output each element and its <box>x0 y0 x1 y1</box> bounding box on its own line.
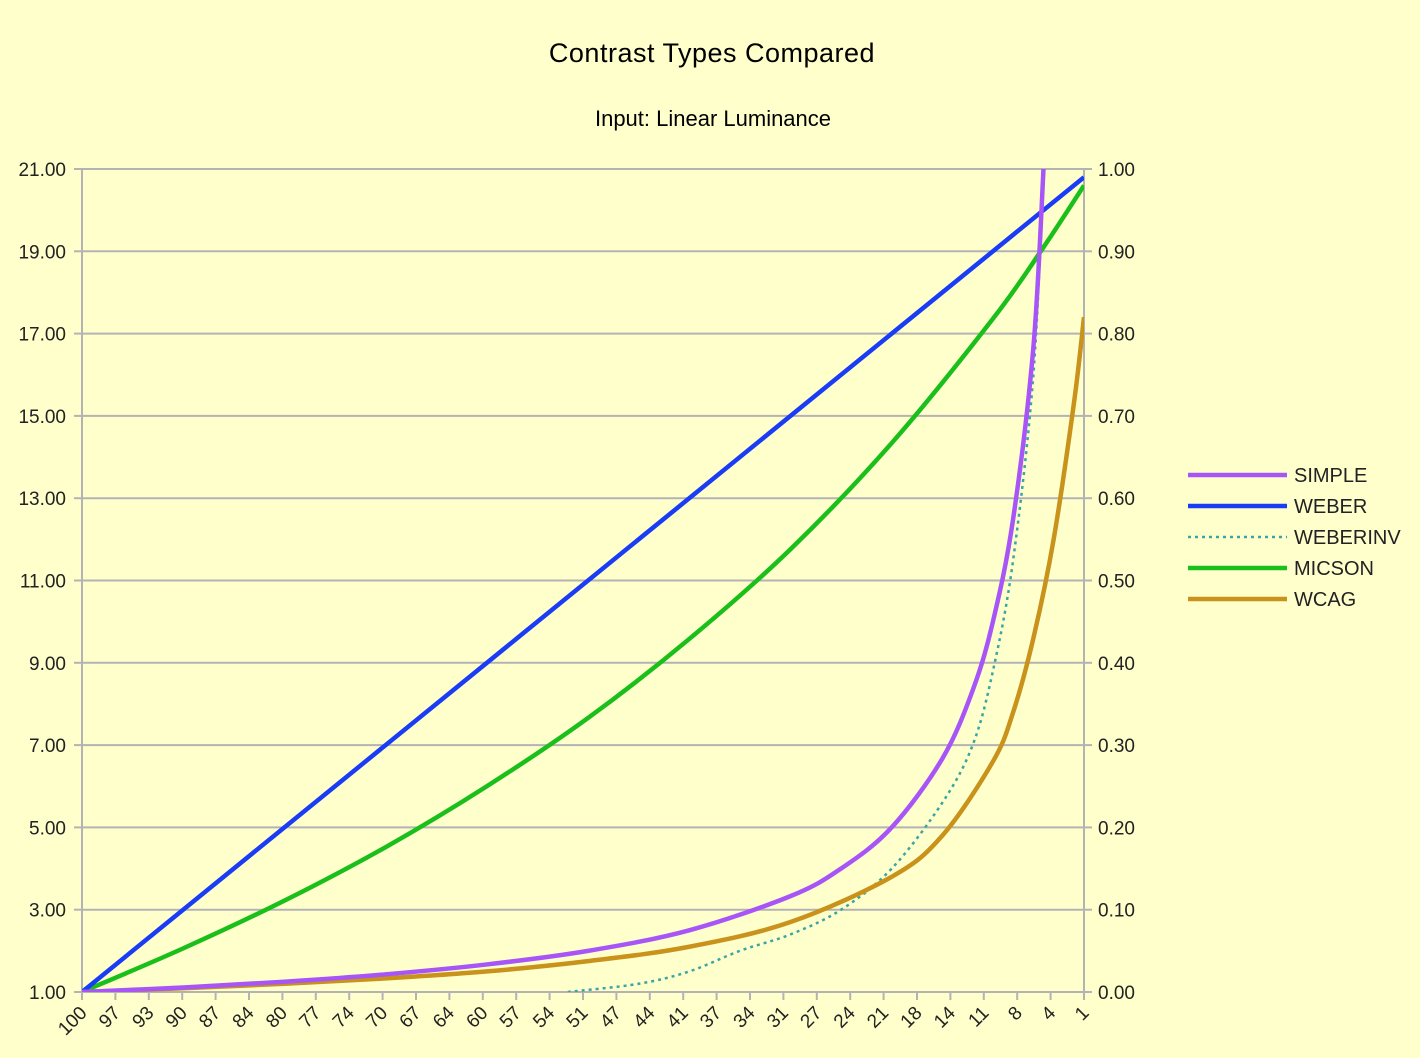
x-tick-label: 93 <box>129 1003 159 1033</box>
x-tick-label: 18 <box>897 1003 927 1033</box>
x-tick-label: 41 <box>663 1003 693 1033</box>
chart-subtitle: Input: Linear Luminance <box>595 106 831 131</box>
x-tick-label: 97 <box>95 1003 125 1033</box>
y-right-tick-label: 0.30 <box>1098 736 1135 757</box>
x-tick-label: 34 <box>730 1002 760 1032</box>
y-left-tick-label: 13.00 <box>18 489 66 510</box>
y-right-tick-label: 1.00 <box>1098 160 1135 181</box>
x-tick-label: 47 <box>596 1003 626 1033</box>
series-line-simple <box>82 169 1046 992</box>
x-tick-label: 21 <box>863 1003 893 1033</box>
y-left-tick-label: 19.00 <box>18 242 66 263</box>
x-tick-label: 1 <box>1071 1003 1093 1025</box>
y-right-tick-label: 0.20 <box>1098 818 1135 839</box>
x-tick-label: 8 <box>1004 1003 1026 1025</box>
x-tick-label: 64 <box>429 1002 459 1032</box>
chart-title: Contrast Types Compared <box>549 38 875 68</box>
x-tick-label: 44 <box>630 1002 660 1032</box>
x-tick-label: 87 <box>195 1003 225 1033</box>
y-right-tick-label: 0.60 <box>1098 489 1135 510</box>
legend-label-weber: WEBER <box>1294 496 1367 518</box>
y-right-tick-label: 0.70 <box>1098 407 1135 428</box>
x-tick-label: 4 <box>1038 1002 1061 1025</box>
y-right-tick-label: 0.10 <box>1098 901 1135 922</box>
legend-label-micson: MICSON <box>1294 558 1374 580</box>
x-tick-label: 100 <box>54 1003 91 1040</box>
y-left-tick-label: 17.00 <box>18 325 66 346</box>
legend-label-wcag: WCAG <box>1294 589 1356 611</box>
legend: SIMPLE WEBER WEBERINV MICSON WCAG <box>1188 465 1401 611</box>
x-tick-label: 37 <box>696 1003 726 1033</box>
x-tick-label: 57 <box>496 1003 526 1033</box>
series-line-weberinv <box>567 169 1045 992</box>
x-tick-label: 84 <box>229 1002 259 1032</box>
y-left-tick-label: 11.00 <box>20 572 66 593</box>
gridlines <box>82 168 1084 993</box>
y-right-tick-label: 0.40 <box>1098 654 1135 675</box>
series-line-weber <box>82 175 1084 992</box>
y-right-tick-label: 0.80 <box>1098 325 1135 346</box>
y-left-tick-label: 1.00 <box>29 983 66 1004</box>
x-tick-label: 67 <box>396 1003 426 1033</box>
y-left-tick-label: 5.00 <box>29 818 66 839</box>
x-tick-label: 74 <box>329 1002 359 1032</box>
x-tick-label: 80 <box>262 1003 292 1033</box>
y-right-tick-label: 0.50 <box>1098 572 1135 593</box>
x-tick-label: 70 <box>362 1003 392 1033</box>
y-left-tick-label: 21.00 <box>18 160 66 181</box>
legend-label-simple: SIMPLE <box>1294 465 1367 487</box>
x-tick-label: 90 <box>162 1003 192 1033</box>
x-tick-label: 27 <box>797 1003 827 1033</box>
x-tick-label: 24 <box>830 1002 860 1032</box>
x-tick-label: 11 <box>965 1003 994 1032</box>
y-left-tick-label: 9.00 <box>29 654 66 675</box>
x-tick-label: 14 <box>930 1002 960 1032</box>
y-right-tick-label: 0.90 <box>1098 242 1135 263</box>
y-left-tick-label: 3.00 <box>29 901 66 922</box>
series-line-wcag <box>82 316 1084 992</box>
x-tick-label: 51 <box>563 1003 593 1033</box>
x-tick-label: 54 <box>529 1002 559 1032</box>
y-left-tick-label: 15.00 <box>18 407 66 428</box>
y-left-tick-label: 7.00 <box>29 736 66 757</box>
series-group <box>82 169 1084 992</box>
x-tick-label: 77 <box>296 1003 326 1033</box>
legend-label-weberinv: WEBERINV <box>1294 527 1401 549</box>
y-right-tick-label: 0.00 <box>1098 983 1135 1004</box>
x-tick-label: 31 <box>763 1003 793 1033</box>
series-line-micson <box>82 184 1084 992</box>
x-tick-label: 60 <box>463 1003 493 1033</box>
